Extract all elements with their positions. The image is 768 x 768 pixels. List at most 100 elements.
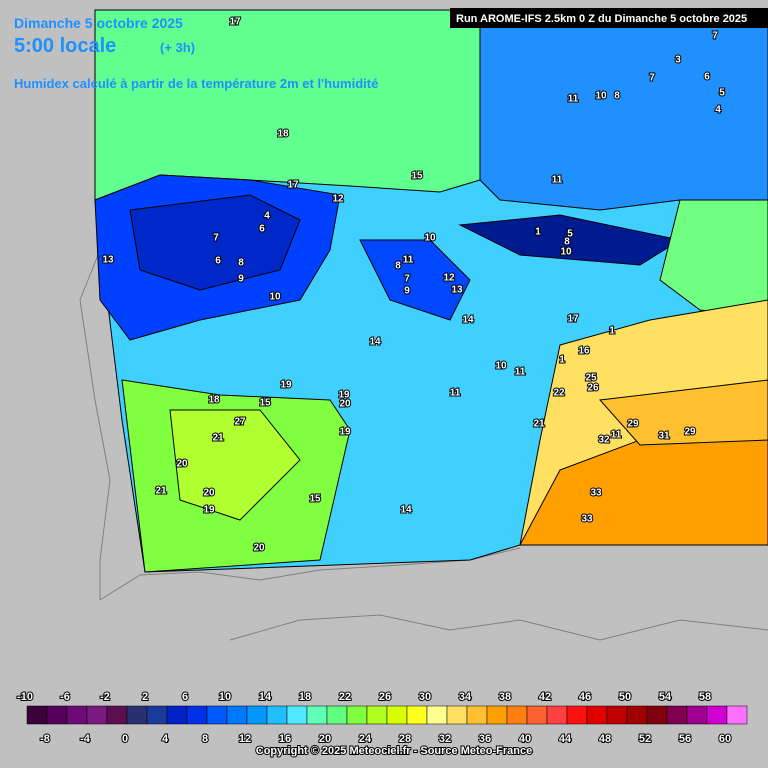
scale-label: 6 xyxy=(182,691,188,703)
map-value: 20 xyxy=(253,543,265,554)
map-value: 18 xyxy=(277,129,289,140)
map-value: 20 xyxy=(176,459,188,470)
scale-label: -8 xyxy=(40,733,50,745)
color-scale: -10-8-6-4-202468101214161820222426283032… xyxy=(16,690,748,746)
humidex-field xyxy=(94,9,768,573)
map-value: 6 xyxy=(215,256,221,267)
map-value: 10 xyxy=(560,247,572,258)
map-value: 8 xyxy=(564,237,570,248)
scale-label: 38 xyxy=(499,691,511,703)
scale-box xyxy=(26,705,48,725)
map-value: 14 xyxy=(400,505,412,516)
map-value: 19 xyxy=(203,505,215,516)
scale-label: 10 xyxy=(219,691,231,703)
scale-label: 32 xyxy=(439,733,451,745)
scale-label: 48 xyxy=(599,733,611,745)
scale-box xyxy=(606,705,628,725)
scale-label: 60 xyxy=(719,733,731,745)
map-value: 6 xyxy=(259,224,265,235)
scale-label: 26 xyxy=(379,691,391,703)
map-value: 19 xyxy=(280,380,292,391)
map-value: 11 xyxy=(450,388,461,399)
copyright: Copyright © 2025 Meteociel.fr - Source M… xyxy=(256,745,532,757)
map-value: 13 xyxy=(451,285,463,296)
map-value: 17 xyxy=(287,180,299,191)
map-value: 20 xyxy=(203,488,215,499)
scale-box xyxy=(166,705,188,725)
map-value: 21 xyxy=(155,486,167,497)
scale-label: 18 xyxy=(299,691,311,703)
scale-label: 14 xyxy=(259,691,272,703)
map-value: 29 xyxy=(627,419,639,430)
map-value: 11 xyxy=(515,367,526,378)
map-value: 32 xyxy=(598,435,610,446)
map-value: 5 xyxy=(567,229,573,240)
map-value: 7 xyxy=(649,73,655,84)
map-value: 4 xyxy=(715,105,721,116)
scale-label: -10 xyxy=(17,691,33,703)
scale-box xyxy=(66,705,88,725)
map-value: 27 xyxy=(234,417,246,428)
map-value: 5 xyxy=(719,88,725,99)
map-value: 21 xyxy=(212,433,224,444)
map-value: 29 xyxy=(684,427,696,438)
map-value: 16 xyxy=(578,346,590,357)
map-value: 33 xyxy=(581,514,593,525)
scale-label: 50 xyxy=(619,691,631,703)
scale-box xyxy=(666,705,688,725)
map-value: 10 xyxy=(495,361,507,372)
scale-box xyxy=(326,705,348,725)
date: Dimanche 5 octobre 2025 xyxy=(14,15,183,31)
map-value: 10 xyxy=(595,91,607,102)
map-value: 7 xyxy=(712,31,718,42)
map-value: 17 xyxy=(567,314,579,325)
map-value: 21 xyxy=(533,419,545,430)
map-value: 7 xyxy=(404,274,410,285)
lead-time: (+ 3h) xyxy=(160,40,195,55)
map-value: 15 xyxy=(259,398,271,409)
scale-label: 46 xyxy=(579,691,591,703)
map-value: 6 xyxy=(704,72,710,83)
scale-label: 4 xyxy=(162,733,169,745)
scale-label: 24 xyxy=(359,733,372,745)
map-value: 1 xyxy=(535,227,541,238)
scale-box xyxy=(46,705,68,725)
scale-box xyxy=(566,705,588,725)
scale-box xyxy=(726,705,748,725)
map-value: 8 xyxy=(238,258,244,269)
scale-label: 0 xyxy=(122,733,128,745)
map-value: 12 xyxy=(443,273,455,284)
map-value: 10 xyxy=(424,233,436,244)
map-value: 15 xyxy=(411,171,423,182)
map-value: 14 xyxy=(462,315,474,326)
scale-box xyxy=(686,705,708,725)
map-value: 17 xyxy=(229,17,241,28)
scale-box xyxy=(286,705,308,725)
map-value: 18 xyxy=(208,395,220,406)
scale-box xyxy=(526,705,548,725)
map-value: 19 xyxy=(339,427,351,438)
map-value: 9 xyxy=(404,286,410,297)
scale-label: -4 xyxy=(80,733,91,745)
scale-box xyxy=(446,705,468,725)
map-value: 22 xyxy=(553,388,565,399)
scale-label: 54 xyxy=(659,691,672,703)
scale-box xyxy=(346,705,368,725)
scale-label: 8 xyxy=(202,733,208,745)
scale-label: 40 xyxy=(519,733,531,745)
scale-box xyxy=(506,705,528,725)
scale-box xyxy=(86,705,108,725)
subtitle: Humidex calculé à partir de la températu… xyxy=(14,76,378,91)
scale-label: -6 xyxy=(60,691,70,703)
scale-box xyxy=(126,705,148,725)
scale-box xyxy=(306,705,328,725)
scale-box xyxy=(486,705,508,725)
scale-label: 34 xyxy=(459,691,472,703)
scale-label: 52 xyxy=(639,733,651,745)
scale-label: 36 xyxy=(479,733,491,745)
map-value: 33 xyxy=(590,488,602,499)
scale-label: 44 xyxy=(559,733,572,745)
scale-box xyxy=(246,705,268,725)
